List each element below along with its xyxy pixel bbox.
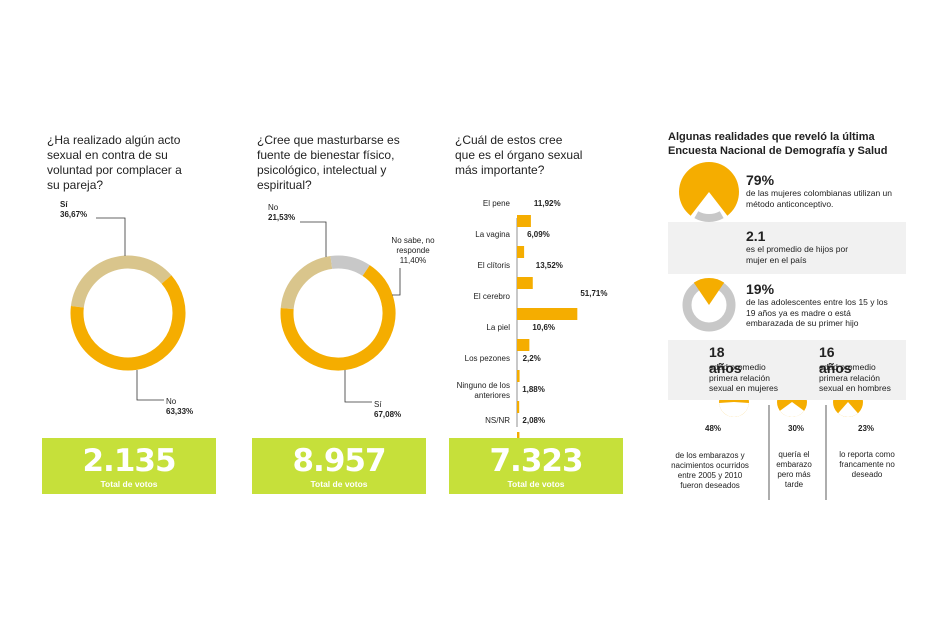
bar-value-label: 10,6% (532, 323, 556, 332)
leader-no-1 (136, 370, 164, 401)
leader-no-2 (300, 221, 327, 257)
bar-value-label: 2,2% (522, 354, 541, 363)
leader-nsnr-2 (392, 268, 401, 296)
bar-category-label: La piel (486, 323, 510, 332)
label-si-1: Sí 36,67% (60, 200, 87, 220)
total-votes-3-number: 7.323 (489, 443, 583, 479)
label-si-1-name: Sí (60, 200, 68, 209)
donut2-slice-0 (280, 255, 333, 310)
leader-si-2 (344, 370, 372, 403)
bar-2 (517, 277, 533, 289)
pregnancy-wanted-text: de los embarazos y nacimientos ocurridos… (671, 451, 749, 490)
pregnancy-later-pie-gap (779, 402, 805, 417)
contraception-remainder (694, 211, 724, 222)
donut2-slice-1 (330, 255, 370, 277)
pregnancy-unwanted-pct: 23% (858, 424, 875, 433)
label-si-2-value: 67,08% (374, 410, 402, 419)
total-votes-1: 2.135 Total de votos (42, 438, 216, 494)
label-si-2-name: Sí (374, 400, 382, 409)
bar-5 (517, 370, 520, 382)
donut2-slice-2 (280, 265, 396, 371)
fact-children-text: es el promedio de hijos por mujer en el … (746, 244, 849, 265)
pregnancy-unwanted-text: lo reporta como francamente no deseado (839, 450, 895, 479)
fact-men-age-text: edad promedio primera relación sexual en… (819, 362, 891, 393)
label-si-1-value: 36,67% (60, 210, 88, 219)
pregnancy-wanted-pie-gap (719, 402, 749, 417)
bar-value-label: 1,88% (522, 385, 545, 394)
pregnancy-later-pct: 30% (788, 424, 805, 433)
fact-contraception-text: de las mujeres colombianas utilizan un m… (746, 188, 892, 209)
fact-children-value: 2.1 (746, 228, 766, 244)
fact-teen-text: de las adolescentes entre los 15 y los 1… (746, 297, 888, 328)
bar-value-label: 2,08% (522, 416, 546, 425)
label-no-1-name: No (166, 397, 177, 406)
donut1-slice-1 (70, 275, 186, 371)
fact-women-age-value: 18 años (709, 344, 742, 376)
bar-0 (517, 215, 531, 227)
total-votes-2-number: 8.957 (292, 443, 386, 479)
label-no-2: No 21,53% (268, 203, 295, 223)
label-no-1-value: 63,33% (166, 407, 194, 416)
total-votes-3: 7.323 Total de votos (449, 438, 623, 494)
question-1: ¿Ha realizado algún acto sexual en contr… (47, 133, 182, 192)
fact-men-age-value: 16 años (819, 344, 852, 376)
fact-children-band (668, 222, 906, 274)
pregnancy-wanted-pct: 48% (705, 424, 722, 433)
bar-value-label: 6,09% (527, 230, 550, 239)
pregnancy-unwanted-pie-gap (838, 402, 858, 418)
bar-category-label: NS/NR (485, 416, 510, 425)
label-nsnr-2-value: 11,40% (399, 256, 427, 265)
leader-si-1 (96, 217, 126, 256)
bar-value-label: 11,92% (533, 199, 561, 208)
total-votes-2-label: Total de votos (310, 479, 368, 489)
bar-value-label: 13,52% (535, 261, 563, 270)
label-no-2-name: No (268, 203, 279, 212)
total-votes-2: 8.957 Total de votos (252, 438, 426, 494)
bar-category-label: Los pezones (464, 354, 510, 363)
fact-women-age-text: edad promedio primera relación sexual en… (709, 362, 778, 393)
bar-1 (517, 246, 525, 258)
donut1-slice-0 (70, 255, 172, 308)
bar-category-label: La vagina (475, 230, 510, 239)
teen-wedge (693, 277, 725, 305)
total-votes-1-number: 2.135 (82, 443, 176, 479)
total-votes-3-label: Total de votos (507, 479, 565, 489)
label-nsnr-2-name: No sabe, no responde (391, 236, 435, 255)
pregnancy-later-text: quería el embarazo pero más tarde (776, 450, 812, 489)
bar-3 (517, 308, 578, 320)
label-no-2-value: 21,53% (268, 213, 296, 222)
question-2: ¿Cree que masturbarse es fuente de biene… (257, 133, 400, 192)
fact-teen-value: 19% (746, 281, 775, 297)
bar-category-label: El pene (482, 199, 510, 208)
label-no-1: No 63,33% (166, 397, 193, 417)
label-nsnr-2: No sabe, no responde 11,40% (383, 236, 443, 266)
bar-6 (517, 401, 520, 413)
facts-title: Algunas realidades que reveló la última … (668, 131, 888, 157)
fact-contraception-value: 79% (746, 172, 775, 188)
fact-ages-band (668, 340, 906, 400)
label-si-2: Sí 67,08% (374, 400, 401, 420)
contraception-pie (679, 161, 740, 216)
bar-category-label: El cerebro (473, 292, 510, 301)
bar-4 (517, 339, 530, 351)
bar-category-label: El clítoris (477, 261, 510, 270)
total-votes-1-label: Total de votos (100, 479, 158, 489)
bar-value-label: 51,71% (580, 289, 608, 298)
bar-category-label: Ninguno de los anteriores (456, 381, 510, 400)
question-3: ¿Cuál de estos cree que es el órgano sex… (455, 133, 583, 177)
